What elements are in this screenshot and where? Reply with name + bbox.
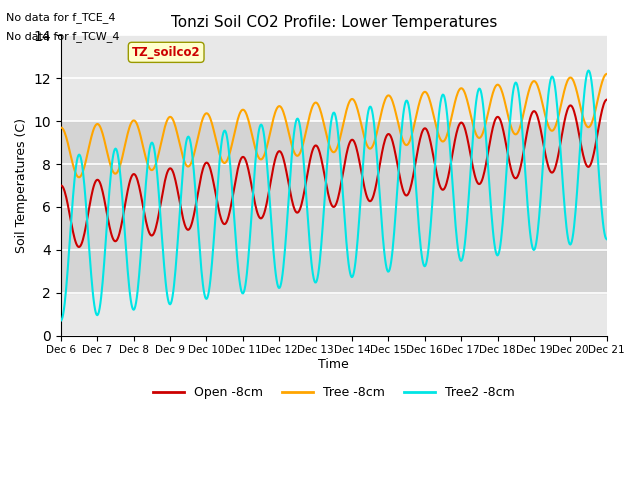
Text: TZ_soilco2: TZ_soilco2	[132, 46, 200, 59]
Bar	[61, 164, 607, 207]
Bar	[61, 207, 607, 250]
X-axis label: Time: Time	[319, 358, 349, 371]
Bar	[61, 121, 607, 164]
Legend: Open -8cm, Tree -8cm, Tree2 -8cm: Open -8cm, Tree -8cm, Tree2 -8cm	[148, 382, 520, 405]
Text: No data for f_TCE_4: No data for f_TCE_4	[6, 12, 116, 23]
Bar	[61, 250, 607, 293]
Text: No data for f_TCW_4: No data for f_TCW_4	[6, 31, 120, 42]
Title: Tonzi Soil CO2 Profile: Lower Temperatures: Tonzi Soil CO2 Profile: Lower Temperatur…	[171, 15, 497, 30]
Y-axis label: Soil Temperatures (C): Soil Temperatures (C)	[15, 118, 28, 253]
